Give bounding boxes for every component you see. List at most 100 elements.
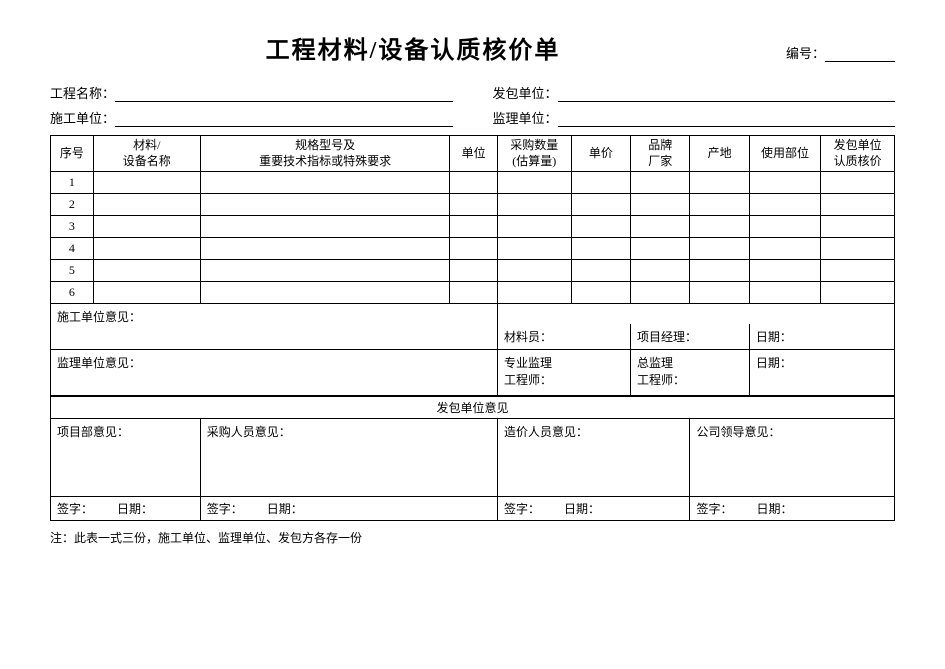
supervisor-unit-field: 监理单位： — [493, 108, 896, 127]
cell — [200, 282, 450, 304]
project-blank — [115, 86, 452, 102]
cell — [690, 172, 749, 194]
proj-sign: 签字： 日期： — [51, 496, 201, 520]
cell — [571, 238, 630, 260]
cell — [200, 216, 450, 238]
cell — [631, 282, 690, 304]
client-label: 发包单位： — [493, 83, 558, 102]
cost-sign: 签字： 日期： — [497, 496, 690, 520]
cell — [497, 282, 571, 304]
chief-engineer: 总监理 工程师： — [631, 350, 750, 396]
client-blank — [558, 86, 895, 102]
pro-engineer: 专业监理 工程师： — [497, 350, 630, 396]
cell — [450, 260, 498, 282]
cell — [821, 282, 895, 304]
seq-cell: 2 — [51, 194, 94, 216]
cell — [749, 216, 820, 238]
col-origin: 产地 — [690, 136, 749, 172]
cell — [690, 282, 749, 304]
cell — [631, 260, 690, 282]
builder-opinion-label: 施工单位意见： — [57, 310, 141, 324]
table-row: 3 — [51, 216, 895, 238]
seq-cell: 3 — [51, 216, 94, 238]
cell — [571, 260, 630, 282]
cell — [497, 216, 571, 238]
builder-date: 日期： — [749, 324, 894, 350]
col-brand: 品牌 厂家 — [631, 136, 690, 172]
date-label: 日期： — [267, 502, 303, 516]
seq-cell: 5 — [51, 260, 94, 282]
form-title: 工程材料/设备认质核价单 — [50, 30, 776, 65]
cell — [690, 238, 749, 260]
cell — [571, 216, 630, 238]
date-label: 日期： — [756, 502, 792, 516]
supervisor-label: 监理单位： — [493, 108, 558, 127]
cell — [200, 194, 450, 216]
sign-label: 签字： — [207, 502, 243, 516]
cell — [821, 194, 895, 216]
cell — [690, 216, 749, 238]
col-price: 单价 — [571, 136, 630, 172]
cell — [631, 238, 690, 260]
cell — [821, 216, 895, 238]
cell — [749, 194, 820, 216]
project-manager: 项目经理： — [631, 324, 750, 350]
builder-opinion-blank — [497, 304, 894, 324]
date-label: 日期： — [117, 502, 153, 516]
cell — [93, 238, 200, 260]
cell — [749, 238, 820, 260]
client-opinion-row: 项目部意见： 采购人员意见： 造价人员意见： 公司领导意见： — [51, 418, 895, 496]
form-page: 工程材料/设备认质核价单 编号： 工程名称： 发包单位： 施工单位： 监理单位：… — [0, 0, 945, 566]
col-unit: 单位 — [450, 136, 498, 172]
cost-opinion: 造价人员意见： — [497, 418, 690, 496]
proj-dept-opinion: 项目部意见： — [51, 418, 201, 496]
builder-opinion-cell: 施工单位意见： — [51, 304, 498, 350]
table-row: 4 — [51, 238, 895, 260]
cell — [200, 238, 450, 260]
cell — [821, 172, 895, 194]
cell — [571, 194, 630, 216]
cell — [749, 260, 820, 282]
builder-label: 施工单位： — [50, 108, 115, 127]
project-label: 工程名称： — [50, 83, 115, 102]
sign-label: 签字： — [504, 502, 540, 516]
table-row: 1 — [51, 172, 895, 194]
serial-number: 编号： — [786, 43, 895, 62]
cell — [631, 194, 690, 216]
cell — [631, 172, 690, 194]
col-seq: 序号 — [51, 136, 94, 172]
info-row-1: 工程名称： 发包单位： — [50, 83, 895, 102]
cell — [631, 216, 690, 238]
header-row: 序号 材料/ 设备名称 规格型号及 重要技术指标或特殊要求 单位 采购数量 (估… — [51, 136, 895, 172]
cell — [200, 172, 450, 194]
cell — [450, 172, 498, 194]
leader-opinion: 公司领导意见： — [690, 418, 895, 496]
cell — [200, 260, 450, 282]
cell — [749, 282, 820, 304]
supervisor-date: 日期： — [749, 350, 894, 396]
col-spec: 规格型号及 重要技术指标或特殊要求 — [200, 136, 450, 172]
supervisor-opinion-row: 监理单位意见： 专业监理 工程师： 总监理 工程师： 日期： — [51, 350, 895, 396]
table-row: 5 — [51, 260, 895, 282]
builder-unit-field: 施工单位： — [50, 108, 453, 127]
cell — [497, 172, 571, 194]
seq-cell: 1 — [51, 172, 94, 194]
table-row: 2 — [51, 194, 895, 216]
cell — [690, 194, 749, 216]
serial-label: 编号： — [786, 46, 825, 61]
supervisor-opinion-cell: 监理单位意见： — [51, 350, 498, 396]
col-approve: 发包单位 认质核价 — [821, 136, 895, 172]
cell — [497, 260, 571, 282]
project-name-field: 工程名称： — [50, 83, 453, 102]
cell — [497, 238, 571, 260]
cell — [450, 194, 498, 216]
material-staff: 材料员： — [497, 324, 630, 350]
sign-label: 签字： — [696, 502, 732, 516]
cell — [749, 172, 820, 194]
cell — [571, 172, 630, 194]
leader-sign: 签字： 日期： — [690, 496, 895, 520]
buyer-sign: 签字： 日期： — [200, 496, 497, 520]
supervisor-blank — [558, 111, 895, 127]
col-qty: 采购数量 (估算量) — [497, 136, 571, 172]
cell — [690, 260, 749, 282]
